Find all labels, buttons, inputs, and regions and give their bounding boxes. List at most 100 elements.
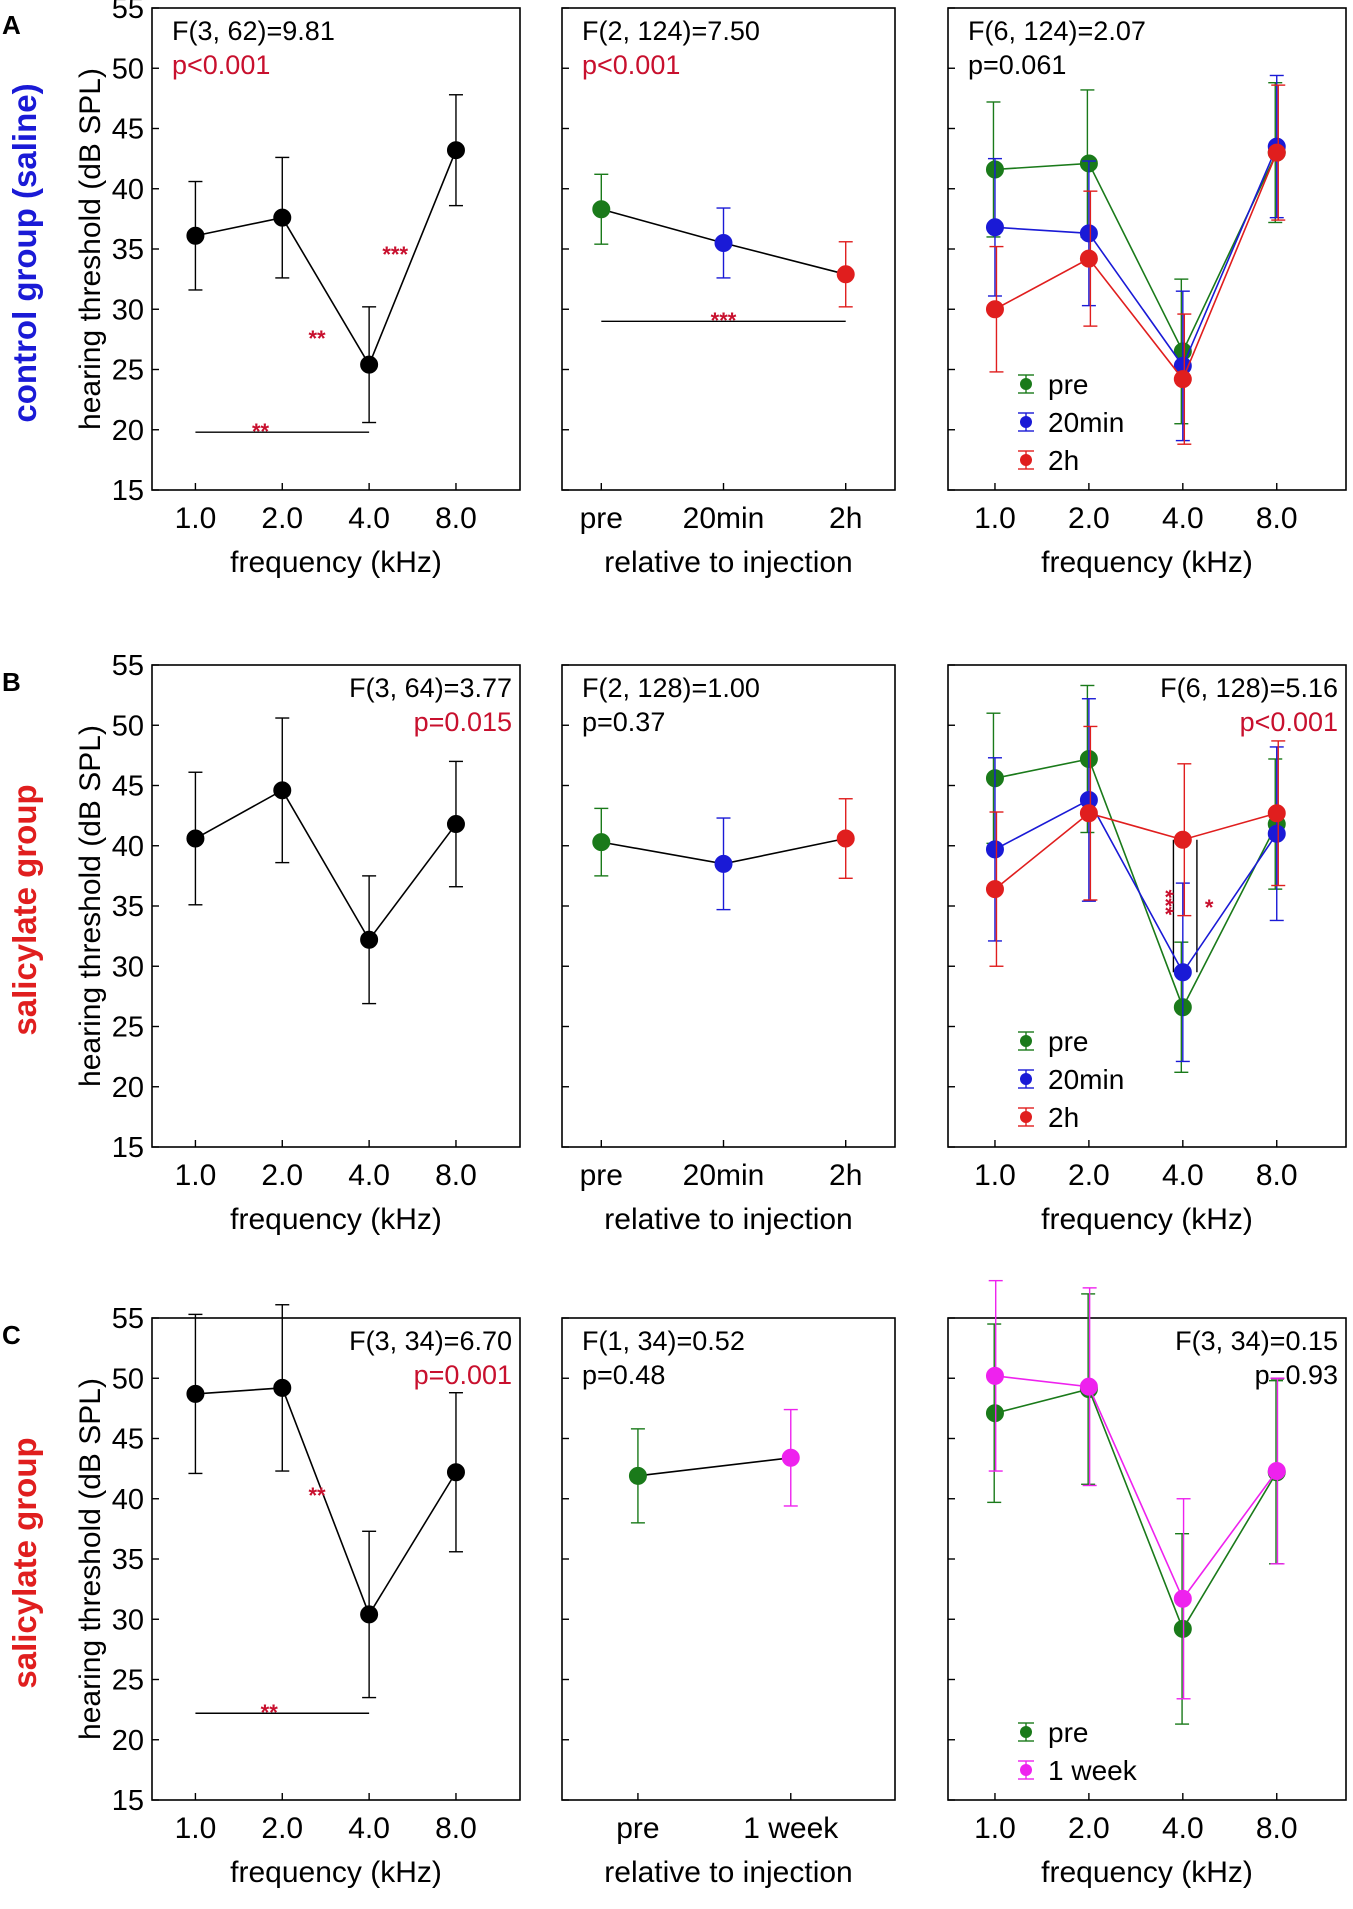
data-point — [186, 1384, 205, 1403]
legend-marker — [1020, 416, 1032, 428]
y-tick-label: 50 — [112, 710, 144, 742]
y-tick-label: 35 — [112, 234, 144, 266]
data-point — [360, 355, 379, 374]
x-tick-label: 1.0 — [974, 1159, 1016, 1192]
series-line — [994, 798, 1278, 974]
f-statistic: F(2, 124)=7.50 — [582, 16, 760, 46]
series-all — [186, 94, 465, 424]
legend-marker — [1020, 1726, 1032, 1738]
plot-frame — [151, 1317, 521, 1801]
chart-panel-c2: pre 1 week relative to injection F(1, 34)=0… — [561, 1317, 896, 1889]
significance-mark: ** — [308, 1483, 326, 1508]
series-all — [592, 798, 855, 911]
x-tick-label: 8.0 — [435, 1812, 477, 1845]
legend-marker — [1020, 1035, 1032, 1047]
series-pre — [985, 1293, 1286, 1725]
plot-frame — [947, 1317, 1347, 1801]
group-label-part: salicylate group — [6, 1437, 43, 1688]
group-label: control group (saline) — [6, 83, 43, 422]
group-label-part: control group — [6, 199, 43, 423]
series-pre — [985, 684, 1286, 1073]
x-tick-label: 2.0 — [261, 502, 303, 535]
y-tick-label: 55 — [112, 0, 144, 25]
data-point — [714, 233, 733, 252]
p-value: p=0.48 — [582, 1360, 665, 1390]
plot-frame — [151, 7, 521, 491]
series-all — [628, 1408, 800, 1524]
x-tick-label: 2.0 — [261, 1812, 303, 1845]
data-point — [273, 781, 292, 800]
y-tick-label: 40 — [112, 1484, 144, 1516]
group-label-part: (saline) — [6, 83, 43, 199]
y-tick-label: 20 — [112, 1725, 144, 1757]
significance-mark: ** — [252, 419, 270, 444]
f-statistic: F(2, 128)=1.00 — [582, 673, 760, 703]
x-tick-label: 8.0 — [1256, 502, 1298, 535]
x-tick-label: 4.0 — [1162, 502, 1204, 535]
f-statistic: F(3, 62)=9.81 — [172, 16, 335, 46]
data-point — [592, 833, 611, 852]
y-tick-label: 20 — [112, 1072, 144, 1104]
legend-label: pre — [1048, 1717, 1088, 1748]
plot-frame — [561, 1317, 896, 1801]
data-point — [985, 1366, 1004, 1385]
x-tick-label: 1 week — [743, 1812, 839, 1845]
group-label: salicylate group — [6, 1437, 43, 1688]
f-statistic: F(6, 124)=2.07 — [968, 16, 1146, 46]
f-statistic: F(6, 128)=5.16 — [1160, 673, 1338, 703]
data-point — [446, 1463, 465, 1482]
series-all — [592, 173, 855, 308]
data-point — [1079, 224, 1098, 243]
series-line — [637, 1456, 791, 1477]
significance-mark: ** — [261, 1700, 279, 1725]
x-tick-label: 4.0 — [348, 502, 390, 535]
x-tick-label: 2h — [829, 502, 862, 535]
legend-label: 2h — [1048, 445, 1079, 476]
x-axis-title: frequency (kHz) — [1041, 546, 1253, 579]
x-tick-label: 2.0 — [1068, 1159, 1110, 1192]
y-tick-label: 45 — [112, 114, 144, 146]
series-line — [195, 149, 457, 367]
p-value: p<0.001 — [1240, 707, 1338, 737]
y-tick-label: 40 — [112, 174, 144, 206]
data-point — [1079, 804, 1098, 823]
significance-mark: *** — [1153, 890, 1178, 916]
x-tick-label: 4.0 — [348, 1159, 390, 1192]
panel-letter: B — [2, 667, 21, 697]
y-tick-label: 30 — [112, 1604, 144, 1636]
legend: pre 20min 2h — [1018, 369, 1124, 476]
p-value: p=0.001 — [414, 1360, 512, 1390]
data-point — [985, 880, 1004, 899]
y-tick-label: 50 — [112, 53, 144, 85]
series-line — [994, 812, 1277, 890]
series-all — [186, 1304, 465, 1699]
data-point — [985, 218, 1004, 237]
series-line — [994, 152, 1278, 381]
plot-frame — [561, 664, 896, 1148]
x-axis-title: relative to injection — [604, 1856, 852, 1889]
y-tick-label: 50 — [112, 1363, 144, 1395]
chart-panel-b1: 15 20 25 30 35 40 45 50 55 1.0 2.0 4.0 8.0 frequency … — [112, 650, 521, 1236]
series-1-week — [985, 1279, 1286, 1700]
data-point — [1173, 1589, 1192, 1608]
legend-marker — [1020, 454, 1032, 466]
y-tick-label: 25 — [112, 1012, 144, 1044]
legend-marker — [1020, 1073, 1032, 1085]
significance-mark: *** — [382, 242, 408, 267]
y-tick-label: 25 — [112, 355, 144, 387]
significance-mark: ** — [308, 326, 326, 351]
x-tick-label: 20min — [683, 1159, 765, 1192]
x-tick-label: 2h — [829, 1159, 862, 1192]
y-axis-title: hearing threshold (dB SPL) — [74, 725, 107, 1087]
data-point — [1267, 824, 1286, 843]
data-point — [714, 854, 733, 873]
y-tick-label: 45 — [112, 1424, 144, 1456]
series-2h — [985, 84, 1286, 445]
data-point — [628, 1466, 647, 1485]
series-line — [994, 152, 1278, 354]
